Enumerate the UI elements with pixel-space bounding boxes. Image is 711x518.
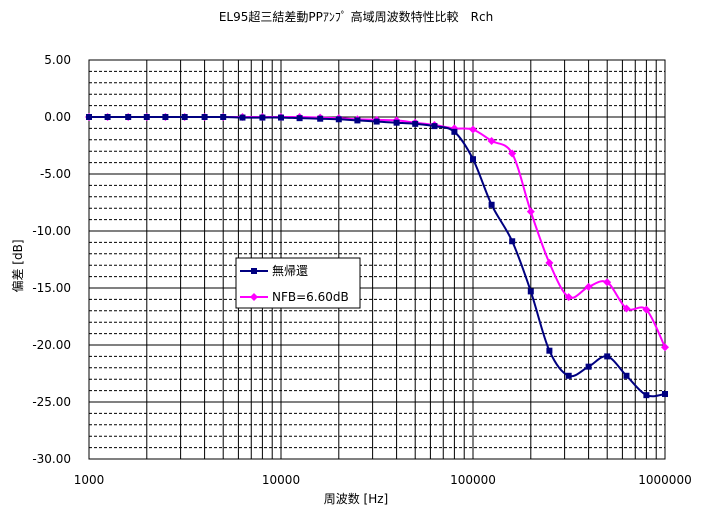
y-tick-label: -15.00	[32, 281, 71, 295]
x-tick-label: 1000000	[638, 473, 691, 487]
data-point	[546, 347, 553, 354]
x-tick-label: 10000	[262, 473, 300, 487]
data-point	[622, 304, 631, 313]
data-point	[239, 114, 246, 121]
data-point	[335, 116, 342, 123]
x-tick-labels: 1000 10000 100000 1000000	[74, 473, 692, 487]
y-tick-label: -30.00	[32, 452, 71, 466]
data-series	[85, 113, 669, 399]
plot-frame	[88, 59, 666, 460]
data-point	[545, 258, 554, 267]
data-point	[373, 118, 380, 125]
data-point	[181, 114, 188, 120]
data-point	[487, 136, 496, 145]
data-point	[451, 128, 458, 135]
data-point	[585, 363, 592, 370]
data-point	[604, 353, 611, 360]
data-point	[488, 201, 495, 208]
data-point	[251, 268, 257, 274]
data-point	[220, 114, 227, 120]
data-point	[508, 149, 517, 158]
series-line	[89, 115, 666, 398]
series-nfb	[85, 113, 669, 352]
data-point	[412, 120, 419, 127]
x-tick-label: 100000	[450, 473, 496, 487]
data-point	[642, 305, 651, 314]
y-tick-label: -10.00	[32, 224, 71, 238]
data-point	[125, 114, 132, 120]
data-point	[162, 114, 169, 120]
data-point	[104, 114, 111, 120]
x-axis-title: 周波数 [Hz]	[324, 491, 389, 506]
data-point	[527, 288, 534, 295]
data-point	[143, 114, 150, 120]
data-point	[393, 119, 400, 126]
data-point	[509, 238, 516, 245]
data-point	[623, 372, 630, 379]
y-tick-label: -20.00	[32, 338, 71, 352]
legend-entry: 無帰還	[240, 263, 308, 278]
data-point	[565, 372, 572, 379]
data-point	[259, 114, 266, 121]
data-point	[86, 114, 92, 120]
legend-label: NFB=6.60dB	[272, 290, 349, 304]
data-point	[469, 125, 477, 134]
data-point	[603, 278, 612, 287]
y-axis-title: 偏差 [dB]	[10, 239, 25, 292]
data-point	[317, 115, 324, 122]
data-point	[201, 114, 208, 120]
data-point	[431, 123, 438, 130]
data-point	[643, 392, 650, 399]
legend-box	[235, 257, 361, 309]
legend: 無帰還 NFB=6.60dB	[235, 257, 361, 309]
data-point	[564, 293, 573, 302]
y-tick-label: -25.00	[32, 395, 71, 409]
data-point	[661, 343, 669, 352]
y-tick-label: -5.00	[40, 167, 71, 181]
y-tick-label: 0.00	[44, 110, 71, 124]
legend-label: 無帰還	[272, 263, 308, 278]
data-point	[250, 293, 258, 301]
data-point	[662, 391, 668, 398]
legend-entry: NFB=6.60dB	[240, 290, 349, 304]
data-point	[354, 117, 361, 124]
chart-title: EL95超三結差動PPｱﾝﾌﾟ 高域周波数特性比較 Rch	[219, 9, 493, 24]
data-point	[470, 156, 476, 163]
plot-grid	[88, 59, 666, 460]
data-point	[526, 207, 535, 216]
data-point	[584, 282, 593, 291]
data-point	[296, 115, 303, 122]
series-open-loop	[86, 114, 668, 399]
y-tick-label: 5.00	[44, 53, 71, 67]
x-tick-label: 1000	[74, 473, 105, 487]
y-tick-labels: 5.00 0.00 -5.00 -10.00 -15.00 -20.00 -25.00 -30…	[32, 53, 71, 466]
data-point	[278, 114, 284, 121]
